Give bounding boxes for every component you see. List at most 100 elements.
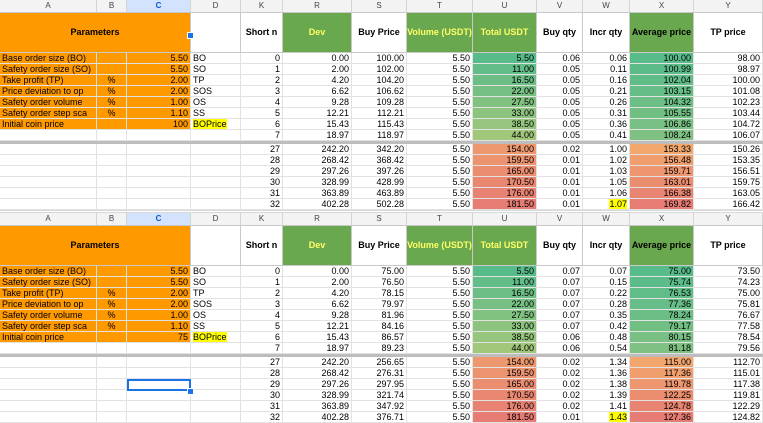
volume-cell[interactable]: 5.50 [407, 343, 473, 354]
param-label[interactable]: Safety order volume [0, 310, 97, 321]
buy-price-cell[interactable]: 118.97 [352, 130, 407, 141]
column-header-u[interactable]: U [473, 213, 537, 226]
buy-qty-cell[interactable]: 0.01 [537, 166, 583, 177]
dev-cell[interactable]: 18.97 [283, 343, 352, 354]
total-usdt-cell[interactable]: 44.00 [473, 343, 537, 354]
empty-cell[interactable] [0, 155, 97, 166]
buy-qty-cell[interactable]: 0.02 [537, 390, 583, 401]
buy-price-cell[interactable]: 256.65 [352, 357, 407, 368]
total-usdt-cell[interactable]: 154.00 [473, 144, 537, 155]
buy-qty-cell[interactable]: 0.05 [537, 108, 583, 119]
buy-qty-cell[interactable]: 0.02 [537, 144, 583, 155]
incr-qty-cell[interactable]: 1.06 [583, 188, 630, 199]
buy-qty-cell[interactable]: 0.06 [537, 343, 583, 354]
column-header-y[interactable]: Y [694, 213, 763, 226]
buy-price-cell[interactable]: 81.96 [352, 310, 407, 321]
total-usdt-cell[interactable]: 27.50 [473, 310, 537, 321]
empty-cell[interactable] [0, 379, 97, 390]
param-label[interactable]: Take profit (TP) [0, 288, 97, 299]
param-label[interactable]: Base order size (BO) [0, 53, 97, 64]
volume-cell[interactable]: 5.50 [407, 299, 473, 310]
dev-cell[interactable]: 328.99 [283, 177, 352, 188]
param-value[interactable]: 1.00 [127, 310, 191, 321]
param-code[interactable]: SOS [191, 86, 241, 97]
tp-price-cell[interactable]: 106.07 [694, 130, 763, 141]
buy-qty-cell[interactable]: 0.05 [537, 97, 583, 108]
param-value[interactable]: 2.00 [127, 299, 191, 310]
average-price-cell[interactable]: 100.00 [630, 53, 694, 64]
short-n-cell[interactable]: 30 [241, 177, 283, 188]
param-unit[interactable]: % [97, 299, 127, 310]
incr-qty-cell[interactable]: 1.41 [583, 401, 630, 412]
empty-cell[interactable] [97, 368, 127, 379]
empty-cell[interactable] [0, 166, 97, 177]
volume-cell[interactable]: 5.50 [407, 401, 473, 412]
short-n-cell[interactable]: 0 [241, 53, 283, 64]
total-usdt-cell[interactable]: 176.00 [473, 188, 537, 199]
param-label[interactable]: Safety order size (SO) [0, 277, 97, 288]
dev-cell[interactable]: 12.21 [283, 321, 352, 332]
short-n-cell[interactable]: 2 [241, 288, 283, 299]
empty-cell[interactable] [97, 357, 127, 368]
total-usdt-cell[interactable]: 176.00 [473, 401, 537, 412]
param-unit[interactable] [97, 119, 127, 130]
dev-cell[interactable]: 297.26 [283, 166, 352, 177]
short-n-cell[interactable]: 1 [241, 64, 283, 75]
average-price-cell[interactable]: 102.04 [630, 75, 694, 86]
short-n-cell[interactable]: 2 [241, 75, 283, 86]
dev-cell[interactable]: 0.00 [283, 53, 352, 64]
incr-qty-cell[interactable]: 1.03 [583, 166, 630, 177]
buy-qty-cell[interactable]: 0.07 [537, 321, 583, 332]
buy-price-cell[interactable]: 102.00 [352, 64, 407, 75]
average-price-cell[interactable]: 119.78 [630, 379, 694, 390]
column-header-v[interactable]: V [537, 213, 583, 226]
incr-qty-cell[interactable]: 1.39 [583, 390, 630, 401]
empty-cell[interactable] [97, 177, 127, 188]
total-usdt-cell[interactable]: 38.50 [473, 119, 537, 130]
param-code[interactable]: SS [191, 108, 241, 119]
buy-price-cell[interactable]: 502.28 [352, 199, 407, 210]
param-code[interactable]: SO [191, 64, 241, 75]
dev-cell[interactable]: 402.28 [283, 199, 352, 210]
buy-qty-cell[interactable]: 0.07 [537, 299, 583, 310]
column-header-c[interactable]: C [127, 0, 191, 13]
volume-cell[interactable]: 5.50 [407, 266, 473, 277]
param-value[interactable]: 1.10 [127, 108, 191, 119]
empty-cell[interactable] [127, 166, 191, 177]
average-price-cell[interactable]: 105.55 [630, 108, 694, 119]
dev-cell[interactable]: 242.20 [283, 144, 352, 155]
empty-cell[interactable] [0, 357, 97, 368]
buy-qty-cell[interactable]: 0.02 [537, 401, 583, 412]
total-usdt-cell[interactable]: 22.00 [473, 299, 537, 310]
empty-cell[interactable] [97, 166, 127, 177]
empty-cell[interactable] [127, 368, 191, 379]
incr-qty-cell[interactable]: 0.28 [583, 299, 630, 310]
empty-cell[interactable] [97, 155, 127, 166]
param-label[interactable]: Price deviation to op [0, 299, 97, 310]
average-price-cell[interactable]: 159.71 [630, 166, 694, 177]
param-empty[interactable] [0, 130, 97, 141]
short-n-cell[interactable]: 31 [241, 401, 283, 412]
short-n-cell[interactable]: 5 [241, 108, 283, 119]
param-empty[interactable] [0, 343, 97, 354]
dev-cell[interactable]: 363.89 [283, 401, 352, 412]
selection-handle[interactable] [187, 388, 194, 395]
empty-cell[interactable] [0, 390, 97, 401]
incr-qty-cell[interactable]: 0.16 [583, 75, 630, 86]
empty-cell[interactable] [191, 401, 241, 412]
short-n-cell[interactable]: 1 [241, 277, 283, 288]
param-value[interactable]: 2.00 [127, 288, 191, 299]
param-value[interactable]: 1.00 [127, 97, 191, 108]
empty-cell[interactable] [127, 188, 191, 199]
param-label[interactable]: Safety order step sca [0, 321, 97, 332]
buy-qty-cell[interactable]: 0.07 [537, 288, 583, 299]
buy-qty-cell[interactable]: 0.01 [537, 177, 583, 188]
total-usdt-cell[interactable]: 181.50 [473, 199, 537, 210]
buy-price-cell[interactable]: 104.20 [352, 75, 407, 86]
param-code[interactable]: BO [191, 53, 241, 64]
param-empty[interactable] [191, 130, 241, 141]
empty-cell[interactable] [97, 144, 127, 155]
column-header-b[interactable]: B [97, 213, 127, 226]
column-header-d[interactable]: D [191, 213, 241, 226]
buy-qty-cell[interactable]: 0.05 [537, 119, 583, 130]
